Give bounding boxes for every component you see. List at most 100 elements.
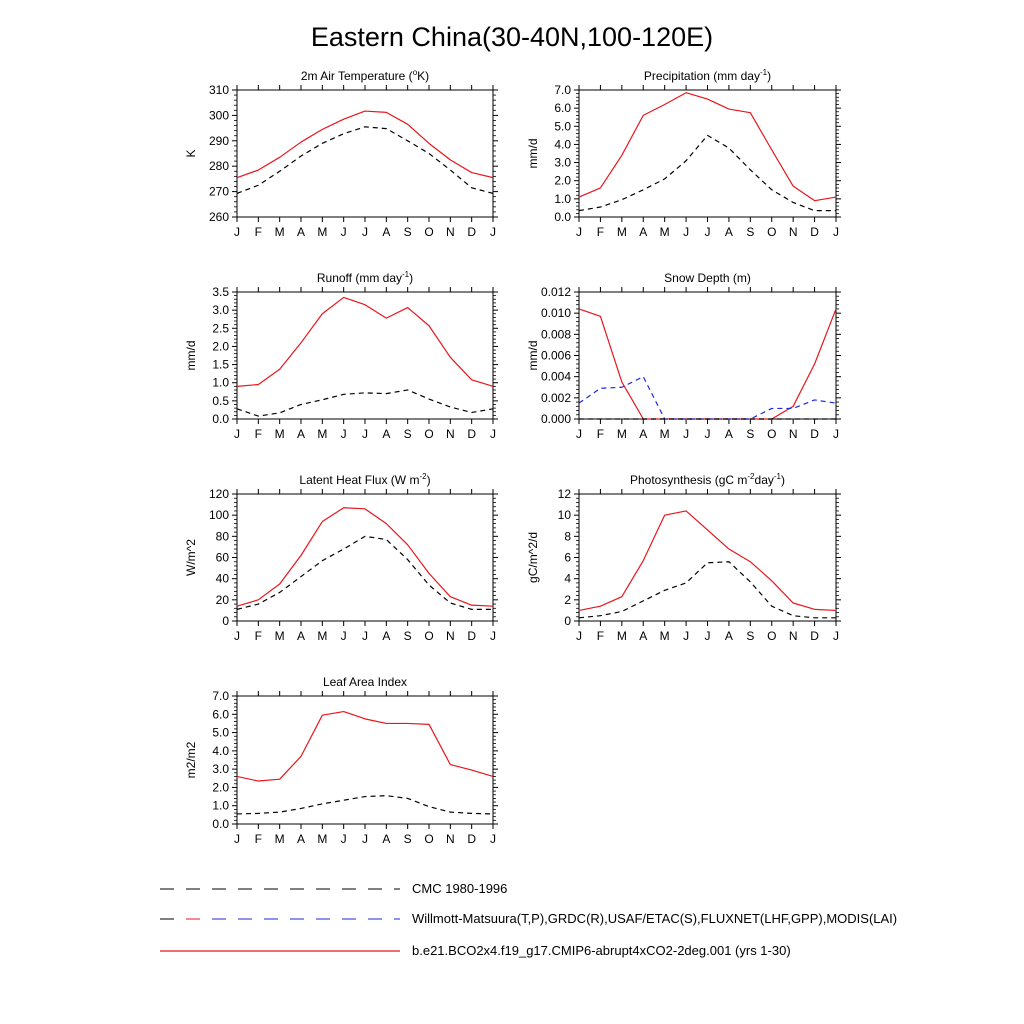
x-tick-label: J [362,225,368,239]
series-line-obs [236,795,494,815]
series-line-obs [236,535,493,610]
x-tick-label: J [576,629,582,643]
series-line-obs_snow [578,376,837,420]
series-line-model [236,710,494,782]
x-tick-label: A [725,427,733,441]
y-tick-label: 3.0 [212,762,229,776]
y-tick-label: 0.008 [541,327,571,341]
y-tick-label: 4.0 [554,137,571,151]
chart-title: 2m Air Temperature (oK) [301,68,429,83]
x-tick-label: J [705,225,711,239]
legend-item: Willmott-Matsuura(T,P),GRDC(R),USAF/ETAC… [160,911,897,926]
legend: CMC 1980-1996 Willmott-Matsuura(T,P),GRDC… [160,881,897,958]
y-tick-label: 0.004 [541,370,571,384]
x-tick-label: A [725,629,733,643]
x-tick-label: S [404,629,412,643]
x-tick-label: S [746,427,754,441]
x-tick-label: M [275,832,285,846]
x-tick-label: J [362,832,368,846]
x-tick-label: A [297,832,305,846]
x-tick-label: M [617,427,627,441]
chart-temp: 2m Air Temperature (oK) K 260 270 280 290 300 3… [184,68,498,239]
chart-title: Precipitation (mm day-1) [644,68,771,83]
chart-runoff: Runoff (mm day-1) mm/d 0.0 0.5 1.0 1.5 2.0 2.5 3… [184,270,498,441]
y-tick-label: 3.0 [554,156,571,170]
x-tick-label: J [341,225,347,239]
y-tick-label: 2.5 [212,321,229,335]
x-tick-label: S [746,225,754,239]
x-tick-label: J [490,629,496,643]
legend-item: CMC 1980-1996 [160,881,507,896]
x-tick-label: M [660,629,670,643]
x-tick-label: D [810,427,819,441]
y-tick-label: 8 [564,529,571,543]
x-tick-label: F [255,832,262,846]
x-tick-label: A [639,225,647,239]
x-tick-label: A [382,427,390,441]
x-tick-label: J [490,832,496,846]
x-tick-label: J [234,629,240,643]
x-tick-label: J [490,225,496,239]
y-tick-label: 5.0 [554,119,571,133]
plot-frame [236,89,494,218]
y-tick-label: 6 [564,551,571,565]
series-line-model [578,308,837,420]
y-tick-label: 100 [209,508,229,522]
x-tick-label: F [255,629,262,643]
y-tick-label: 10 [558,508,572,522]
y-axis-label: m2/m2 [184,741,198,778]
x-tick-label: N [446,629,455,643]
x-tick-label: J [234,427,240,441]
x-tick-label: N [789,629,798,643]
chart-lhf: Latent Heat Flux (W m-2) W/m^2 0 20 40 60 80 10… [184,472,498,643]
x-tick-label: A [725,225,733,239]
chart-title: Runoff (mm day-1) [317,270,413,285]
x-tick-label: A [297,225,305,239]
chart-title: Snow Depth (m) [664,271,751,285]
y-tick-label: 4.0 [212,744,229,758]
x-tick-label: M [275,225,285,239]
x-tick-label: J [576,427,582,441]
y-axis-label: K [184,149,198,157]
y-tick-label: 1.0 [554,192,571,206]
series-line-obs [578,561,836,619]
y-tick-label: 0.0 [212,817,229,831]
y-axis-label: gC/m^2/d [526,532,540,583]
y-tick-label: 7.0 [212,689,229,703]
x-tick-label: M [660,225,670,239]
series-line-obs [578,134,836,212]
y-tick-label: 0.0 [212,412,229,426]
x-tick-label: J [833,225,839,239]
y-tick-label: 300 [209,108,229,122]
chart-gpp: Photosynthesis (gC m-2day-1) gC/m^2/d 0 2 4 6… [526,472,841,643]
plot-frame [236,695,494,825]
x-tick-label: M [317,629,327,643]
x-tick-label: J [341,832,347,846]
series-line-model [236,507,494,607]
y-tick-label: 1.0 [212,799,229,813]
x-tick-label: O [767,427,776,441]
x-tick-label: A [382,225,390,239]
y-tick-label: 310 [209,83,229,97]
x-tick-label: S [404,225,412,239]
y-axis-label: mm/d [526,139,540,169]
y-tick-label: 2.0 [212,339,229,353]
panels: 2m Air Temperature (oK)K2602702802903003… [184,68,841,846]
legend-item: b.e21.BCO2x4.f19_g17.CMIP6-abrupt4xCO2-2… [160,943,791,958]
x-tick-label: M [617,629,627,643]
series-line-model [236,110,494,179]
x-tick-label: M [617,225,627,239]
y-tick-label: 7.0 [554,83,571,97]
y-tick-label: 0.000 [541,412,571,426]
y-tick-label: 5.0 [212,726,229,740]
series-line-obs [236,126,494,194]
y-tick-label: 3.5 [212,285,229,299]
x-tick-label: J [341,427,347,441]
x-tick-label: J [683,225,689,239]
chart-snow: Snow Depth (m) mm/d 0.000 0.002 0.004 0.006 0.… [526,271,841,441]
y-axis-label: W/m^2 [184,539,198,576]
page-title: Eastern China(30-40N,100-120E) [311,22,713,52]
legend-label: CMC 1980-1996 [412,881,507,896]
x-tick-label: O [424,427,433,441]
